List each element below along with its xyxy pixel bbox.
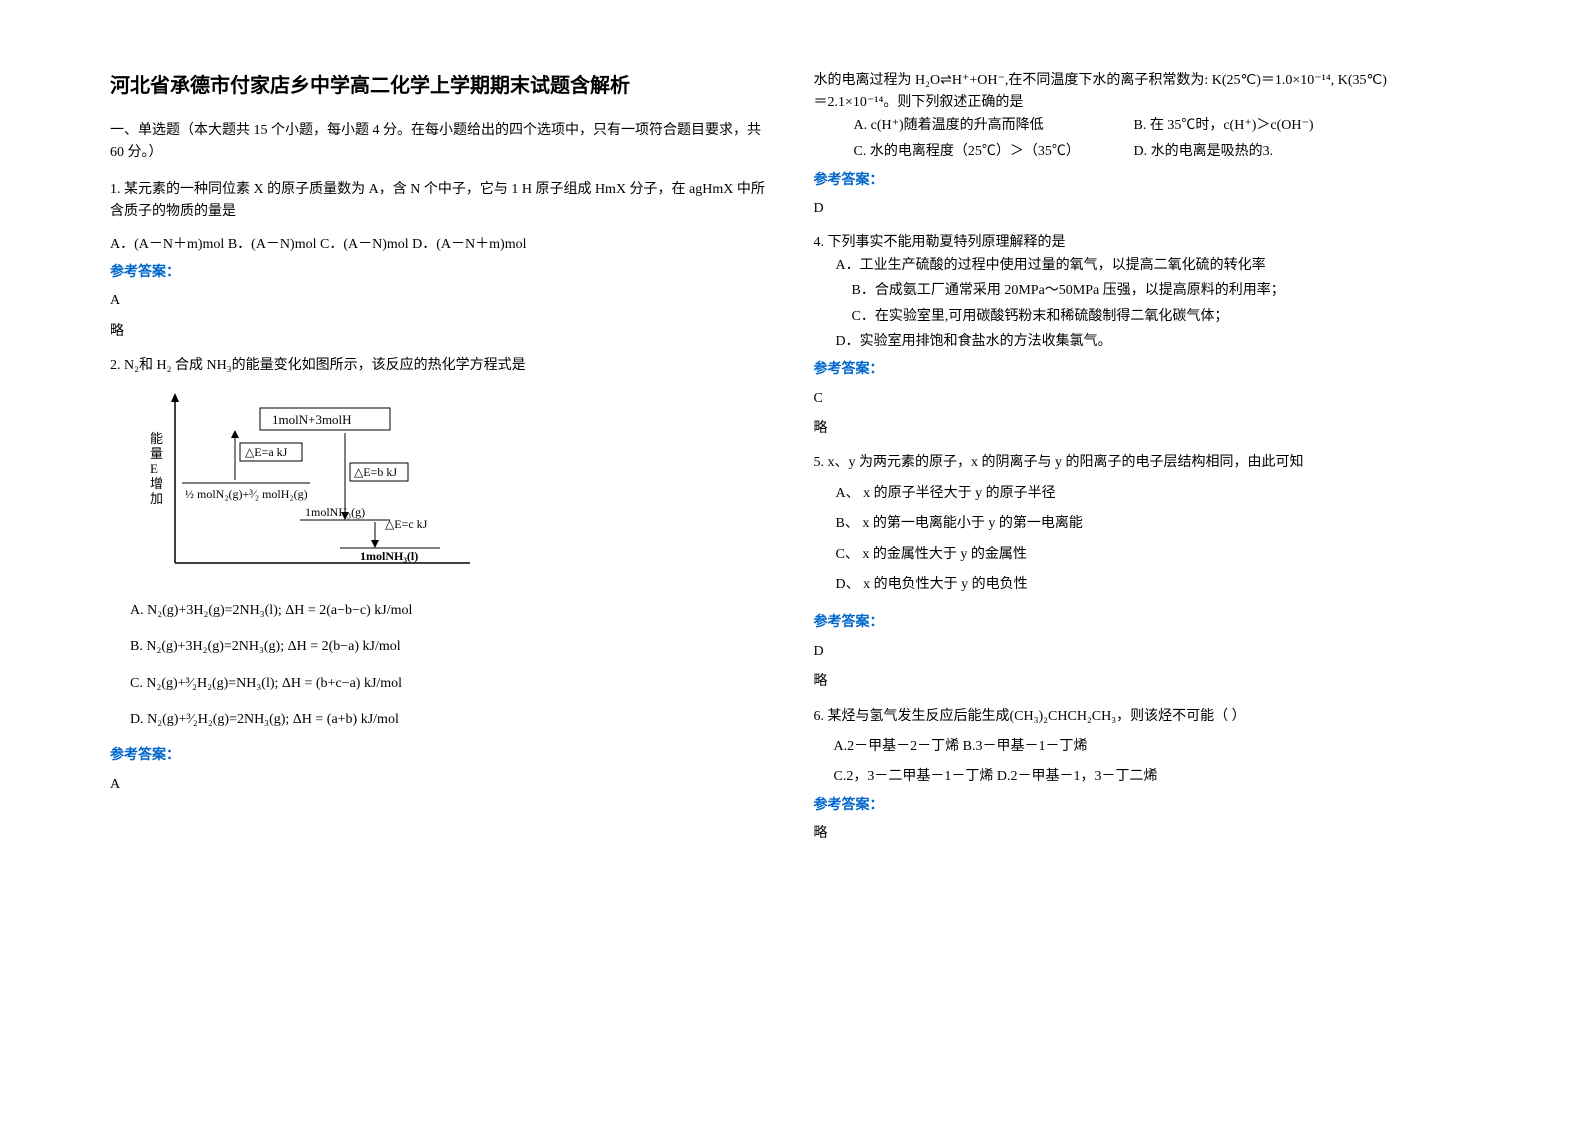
optB-label: B. (130, 639, 143, 654)
optD-label: D. (130, 712, 144, 727)
svg-text:△E=a kJ: △E=a kJ (245, 445, 288, 459)
q5-optA: A、 x 的原子半径大于 y 的原子半径 (836, 483, 1478, 505)
diagram-top: 1molN+3molH (272, 412, 352, 427)
svg-text:△E=c kJ: △E=c kJ (385, 517, 428, 531)
q3-optB: B. 在 35℃时，c(H⁺)＞c(OH⁻) (1134, 115, 1314, 137)
answer-label: 参考答案： (814, 359, 1478, 381)
q3-intro: 水的电离过程为 H₂O⇌H⁺+OH⁻,在不同温度下水的离子积常数为: K(25℃… (814, 70, 1478, 92)
question-4: 4. 下列事实不能用勒夏特列原理解释的是 A．工业生产硫酸的过程中使用过量的氧气… (814, 232, 1478, 440)
q5-answer: D (814, 641, 1478, 663)
question-2: 2. N₂和 H₂ 合成 NH₃的能量变化如图所示，该反应的热化学方程式是 能 … (110, 355, 774, 796)
q2-answer: A (110, 774, 774, 796)
q3-row2: C. 水的电离程度（25℃）＞（35℃） D. 水的电离是吸热的 3. (854, 141, 1478, 163)
svg-text:1molNH₃(g): 1molNH₃(g) (305, 505, 365, 519)
svg-text:增: 增 (150, 476, 163, 491)
q3-row1: A. c(H⁺)随着温度的升高而降低 B. 在 35℃时，c(H⁺)＞c(OH⁻… (854, 115, 1478, 137)
optC-label: C. (130, 676, 143, 691)
q2-optB: B. N₂(g)+3H₂(g)=2NH₃(g); ΔH = 2(b−a) kJ/… (130, 636, 774, 658)
q4-optA: A．工业生产硫酸的过程中使用过量的氧气，以提高二氧化硫的转化率 (836, 255, 1478, 277)
question-3: 水的电离过程为 H₂O⇌H⁺+OH⁻,在不同温度下水的离子积常数为: K(25℃… (814, 70, 1478, 220)
q6-text: 6. 某烃与氢气发生反应后能生成(CH₃)₂CHCH₂CH₃，则该烃不可能（ ） (814, 706, 1478, 728)
q3-optD: D. 水的电离是吸热的 (1134, 141, 1263, 163)
q2-optA: A. N₂(g)+3H₂(g)=2NH₃(l); ΔH = 2(a−b−c) k… (130, 600, 774, 622)
optA-eq: N₂(g)+3H₂(g)=2NH₃(l); ΔH = 2(a−b−c) kJ/m… (147, 603, 412, 618)
q5-text: 5. x、y 为两元素的原子，x 的阴离子与 y 的阳离子的电子层结构相同，由此… (814, 452, 1478, 474)
q6-line2: C.2，3－二甲基－1－丁烯 D.2－甲基－1，3－丁二烯 (834, 766, 1478, 788)
q1-options: A．(A－N＋m)mol B．(A－N)mol C．(A－N)mol D．(A－… (110, 234, 774, 256)
svg-text:加: 加 (150, 491, 163, 506)
q3-optC: C. 水的电离程度（25℃）＞（35℃） (854, 141, 1134, 163)
q2-text: 2. N₂和 H₂ 合成 NH₃的能量变化如图所示，该反应的热化学方程式是 (110, 355, 774, 377)
right-column: 水的电离过程为 H₂O⇌H⁺+OH⁻,在不同温度下水的离子积常数为: K(25℃… (794, 70, 1498, 1092)
svg-text:△E=b kJ: △E=b kJ (354, 465, 397, 479)
q3-number: 3. (1263, 141, 1274, 163)
question-6: 6. 某烃与氢气发生反应后能生成(CH₃)₂CHCH₂CH₃，则该烃不可能（ ）… (814, 706, 1478, 846)
q3-answer: D (814, 198, 1478, 220)
optA-label: A. (130, 603, 144, 618)
answer-label: 参考答案： (814, 170, 1478, 192)
svg-text:E: E (150, 461, 158, 476)
q4-optB: B．合成氨工厂通常采用 20MPa～50MPa 压强，以提高原料的利用率； (852, 280, 1478, 302)
energy-svg: 能 量 E 增 加 1molN+3molH ½ molN₂(g)+³⁄₂ mol… (140, 388, 470, 578)
page-title: 河北省承德市付家店乡中学高二化学上学期期末试题含解析 (110, 70, 774, 102)
q1-answer: A (110, 290, 774, 312)
optC-eq: N₂(g)+³⁄₂H₂(g)=NH₃(l); ΔH = (b+c−a) kJ/m… (146, 676, 402, 691)
left-column: 河北省承德市付家店乡中学高二化学上学期期末试题含解析 一、单选题（本大题共 15… (90, 70, 794, 1092)
q5-optD: D、 x 的电负性大于 y 的电负性 (836, 574, 1478, 596)
answer-label: 参考答案： (110, 262, 774, 284)
q3-optA: A. c(H⁺)随着温度的升高而降低 (854, 115, 1134, 137)
q5-optC: C、 x 的金属性大于 y 的金属性 (836, 544, 1478, 566)
optB-eq: N₂(g)+3H₂(g)=2NH₃(g); ΔH = 2(b−a) kJ/mol (146, 639, 400, 654)
q4-optC: C．在实验室里,可用碳酸钙粉末和稀硫酸制得二氧化碳气体； (852, 306, 1478, 328)
q1-text: 1. 某元素的一种同位素 X 的原子质量数为 A，含 N 个中子，它与 1 H … (110, 179, 774, 224)
svg-text:能: 能 (150, 431, 163, 446)
q1-extra: 略 (110, 321, 774, 343)
answer-label: 参考答案： (110, 745, 774, 767)
q3-intro2: ＝2.1×10⁻¹⁴。则下列叙述正确的是 (814, 92, 1478, 114)
q2-optC: C. N₂(g)+³⁄₂H₂(g)=NH₃(l); ΔH = (b+c−a) k… (130, 673, 774, 695)
q4-optD: D．实验室用排饱和食盐水的方法收集氯气。 (836, 331, 1478, 353)
question-5: 5. x、y 为两元素的原子，x 的阴离子与 y 的阳离子的电子层结构相同，由此… (814, 452, 1478, 693)
q2-optD: D. N₂(g)+³⁄₂H₂(g)=2NH₃(g); ΔH = (a+b) kJ… (130, 709, 774, 731)
answer-label: 参考答案： (814, 612, 1478, 634)
q6-answer: 略 (814, 823, 1478, 845)
optD-eq: N₂(g)+³⁄₂H₂(g)=2NH₃(g); ΔH = (a+b) kJ/mo… (147, 712, 399, 727)
svg-text:1molNH₃(l): 1molNH₃(l) (360, 549, 418, 563)
svg-text:量: 量 (150, 446, 163, 461)
q6-line1: A.2－甲基－2－丁烯 B.3－甲基－1－丁烯 (834, 736, 1478, 758)
q5-extra: 略 (814, 671, 1478, 693)
q5-optB: B、 x 的第一电离能小于 y 的第一电离能 (836, 513, 1478, 535)
q4-extra: 略 (814, 418, 1478, 440)
q4-text: 4. 下列事实不能用勒夏特列原理解释的是 (814, 232, 1478, 254)
svg-text:½ molN₂(g)+³⁄₂ molH₂(g): ½ molN₂(g)+³⁄₂ molH₂(g) (185, 487, 308, 501)
answer-label: 参考答案： (814, 795, 1478, 817)
q4-answer: C (814, 388, 1478, 410)
question-1: 1. 某元素的一种同位素 X 的原子质量数为 A，含 N 个中子，它与 1 H … (110, 179, 774, 343)
section-intro: 一、单选题（本大题共 15 个小题，每小题 4 分。在每小题给出的四个选项中，只… (110, 120, 774, 165)
energy-diagram: 能 量 E 增 加 1molN+3molH ½ molN₂(g)+³⁄₂ mol… (140, 388, 774, 586)
